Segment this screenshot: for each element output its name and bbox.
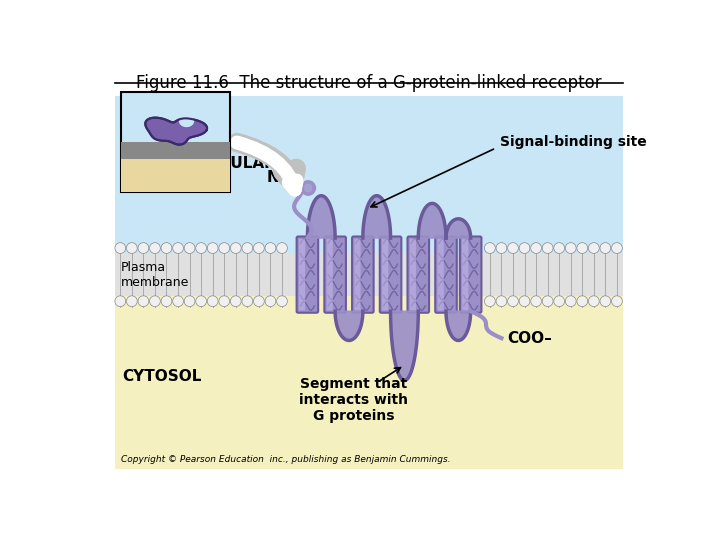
Circle shape: [219, 242, 230, 253]
Text: Plasma
membrane: Plasma membrane: [121, 261, 189, 288]
Circle shape: [230, 242, 241, 253]
Circle shape: [565, 242, 576, 253]
Circle shape: [230, 296, 241, 307]
Polygon shape: [307, 195, 335, 238]
Circle shape: [519, 296, 530, 307]
Circle shape: [611, 296, 622, 307]
Circle shape: [496, 242, 507, 253]
Text: CYTOSOL: CYTOSOL: [122, 369, 202, 384]
Circle shape: [115, 242, 126, 253]
Text: Segment that
interacts with
G proteins: Segment that interacts with G proteins: [299, 376, 408, 423]
Circle shape: [115, 296, 126, 307]
Circle shape: [600, 242, 611, 253]
Circle shape: [531, 296, 541, 307]
FancyBboxPatch shape: [410, 239, 416, 310]
Polygon shape: [179, 115, 194, 127]
Circle shape: [242, 242, 253, 253]
Circle shape: [542, 296, 553, 307]
Text: $\mathregular{NH_3^+}$: $\mathregular{NH_3^+}$: [266, 167, 304, 189]
Circle shape: [531, 242, 541, 253]
Polygon shape: [363, 195, 390, 238]
Circle shape: [207, 242, 218, 253]
Circle shape: [138, 242, 149, 253]
Circle shape: [485, 242, 495, 253]
Circle shape: [276, 296, 287, 307]
FancyBboxPatch shape: [462, 239, 468, 310]
Text: Figure 11.6  The structure of a G-protein-linked receptor: Figure 11.6 The structure of a G-protein…: [136, 74, 602, 92]
FancyBboxPatch shape: [324, 237, 346, 313]
Circle shape: [173, 242, 184, 253]
Circle shape: [150, 242, 161, 253]
Circle shape: [554, 242, 564, 253]
Circle shape: [184, 296, 195, 307]
Circle shape: [496, 296, 507, 307]
Circle shape: [219, 296, 230, 307]
FancyBboxPatch shape: [460, 237, 482, 313]
Bar: [115, 253, 623, 296]
Circle shape: [542, 242, 553, 253]
Circle shape: [565, 296, 576, 307]
Polygon shape: [418, 204, 446, 238]
Circle shape: [138, 296, 149, 307]
Circle shape: [127, 242, 138, 253]
FancyBboxPatch shape: [379, 237, 401, 313]
Circle shape: [207, 296, 218, 307]
Text: Copyright © Pearson Education  inc., publishing as Benjamin Cummings.: Copyright © Pearson Education inc., publ…: [121, 455, 451, 464]
Circle shape: [173, 296, 184, 307]
Bar: [115, 96, 623, 253]
Circle shape: [588, 242, 599, 253]
Circle shape: [519, 242, 530, 253]
Circle shape: [253, 242, 264, 253]
Polygon shape: [446, 311, 471, 340]
Circle shape: [508, 296, 518, 307]
Bar: [121, 159, 230, 192]
Text: COO–: COO–: [508, 330, 552, 346]
Polygon shape: [145, 118, 207, 145]
FancyBboxPatch shape: [352, 237, 374, 313]
Circle shape: [588, 296, 599, 307]
FancyBboxPatch shape: [435, 237, 456, 313]
FancyBboxPatch shape: [408, 237, 429, 313]
Circle shape: [611, 242, 622, 253]
Circle shape: [265, 296, 276, 307]
FancyBboxPatch shape: [438, 239, 444, 310]
Text: NH: NH: [278, 171, 304, 186]
Bar: [121, 142, 230, 159]
Bar: [115, 296, 623, 469]
Circle shape: [265, 242, 276, 253]
Circle shape: [600, 296, 611, 307]
Circle shape: [150, 296, 161, 307]
Circle shape: [253, 296, 264, 307]
Text: Signal-binding site: Signal-binding site: [500, 135, 647, 149]
FancyBboxPatch shape: [297, 237, 318, 313]
FancyBboxPatch shape: [382, 239, 388, 310]
Circle shape: [276, 242, 287, 253]
FancyBboxPatch shape: [299, 239, 305, 310]
Circle shape: [577, 296, 588, 307]
Circle shape: [161, 242, 172, 253]
Polygon shape: [446, 219, 471, 238]
Bar: [121, 92, 230, 192]
Circle shape: [577, 242, 588, 253]
Circle shape: [485, 296, 495, 307]
Polygon shape: [302, 182, 315, 194]
Text: EXTRACELLULAR
FLUID: EXTRACELLULAR FLUID: [134, 157, 276, 189]
Circle shape: [184, 242, 195, 253]
Circle shape: [196, 296, 207, 307]
Circle shape: [554, 296, 564, 307]
Circle shape: [161, 296, 172, 307]
Polygon shape: [390, 311, 418, 381]
FancyBboxPatch shape: [327, 239, 333, 310]
Circle shape: [508, 242, 518, 253]
FancyBboxPatch shape: [354, 239, 361, 310]
Polygon shape: [335, 311, 363, 340]
Circle shape: [242, 296, 253, 307]
Circle shape: [196, 242, 207, 253]
Circle shape: [127, 296, 138, 307]
